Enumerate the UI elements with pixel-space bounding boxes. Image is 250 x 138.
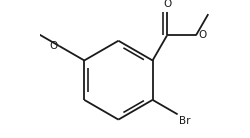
Text: Br: Br — [179, 116, 190, 126]
Text: O: O — [198, 30, 206, 40]
Text: O: O — [50, 41, 58, 51]
Text: O: O — [163, 0, 171, 9]
